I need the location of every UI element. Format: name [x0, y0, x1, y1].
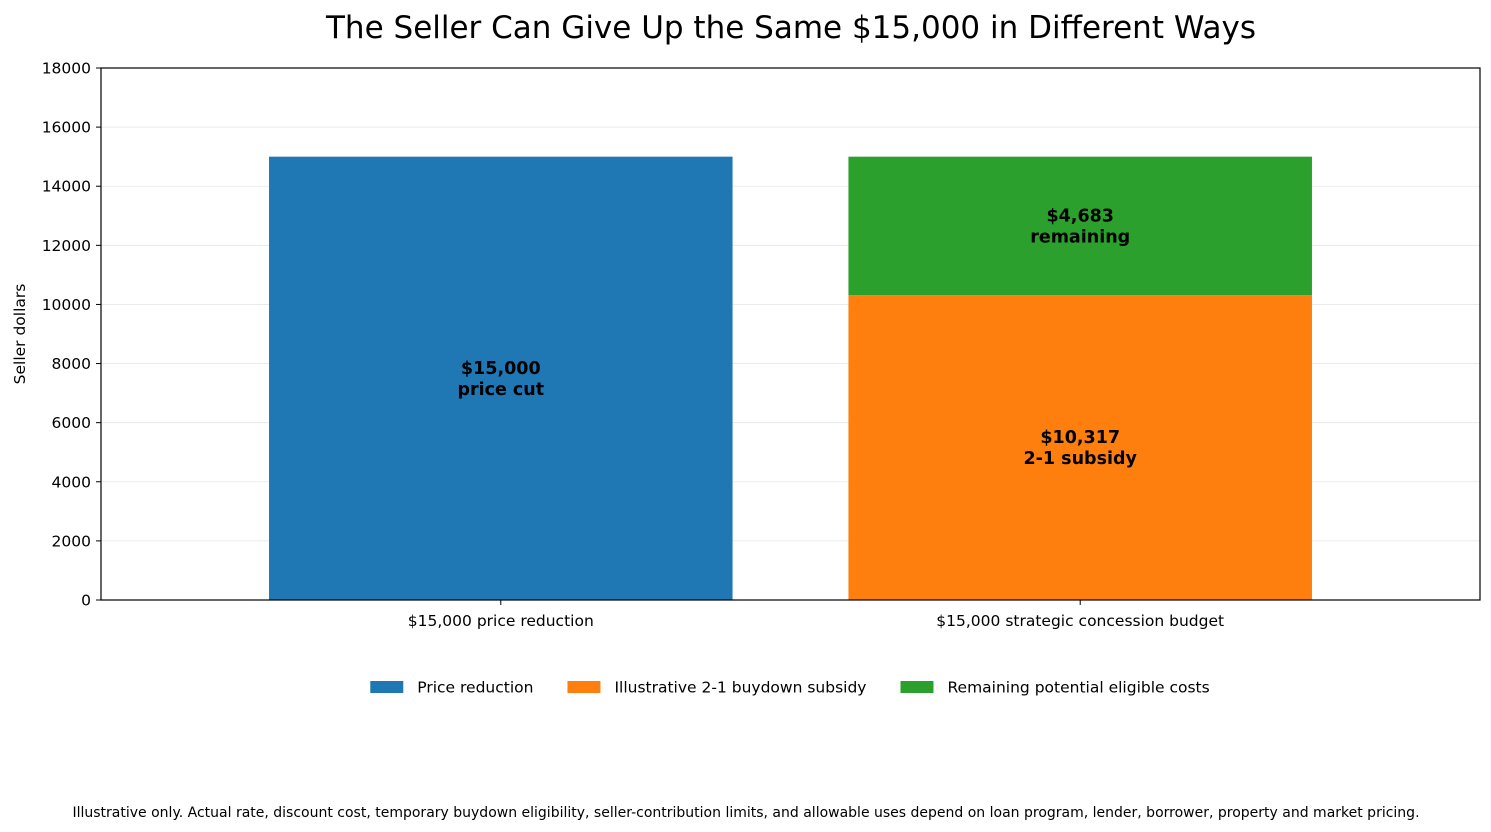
bar-value-label: $15,000 price cut [457, 359, 544, 400]
y-tick-label: 16000 [42, 119, 91, 137]
y-tick-label: 2000 [52, 532, 91, 550]
y-tick-label: 14000 [42, 178, 91, 196]
legend-label: Remaining potential eligible costs [947, 679, 1209, 697]
legend-swatch [370, 681, 404, 693]
legend-swatch [567, 681, 601, 693]
legend-item: Remaining potential eligible costs [900, 679, 1210, 697]
y-tick-label: 18000 [42, 60, 91, 78]
y-tick-label: 4000 [52, 473, 91, 491]
bars [269, 156, 1312, 600]
y-axis-label: Seller dollars [11, 284, 29, 385]
y-tick-label: 6000 [52, 414, 91, 432]
chart-title: The Seller Can Give Up the Same $15,000 … [325, 10, 1256, 46]
x-tick-label: $15,000 price reduction [408, 612, 594, 630]
x-axis-ticks: $15,000 price reduction $15,000 strategic… [408, 600, 1224, 630]
legend-label: Illustrative 2-1 buydown subsidy [614, 679, 866, 697]
legend-swatch [900, 681, 934, 693]
footnote: Illustrative only. Actual rate, discount… [72, 805, 1419, 821]
bar-segment [848, 295, 1312, 600]
y-tick-label: 8000 [52, 355, 91, 373]
bar-segment [848, 156, 1312, 296]
bar-value-label: $4,683 remaining [1030, 206, 1130, 247]
bar-segment [269, 156, 733, 600]
plot-area-frame [100, 67, 1481, 601]
legend-label: Price reduction [417, 679, 533, 697]
x-tick-label: $15,000 strategic concession budget [936, 612, 1224, 630]
bar-value-label: $10,317 2-1 subsidy [1023, 428, 1137, 469]
y-tick-label: 10000 [42, 296, 91, 314]
y-axis-ticks: 0 2000 4000 6000 8000 10000 12000 14000 16000 180… [42, 60, 101, 610]
y-tick-label: 0 [81, 592, 91, 610]
bar-labels: $15,000 price cut $10,317 2-1 subsidy $4,683… [457, 206, 1137, 469]
y-tick-label: 12000 [42, 237, 91, 255]
legend: Price reduction Illustrative 2-1 buydown … [370, 679, 1210, 697]
legend-item: Illustrative 2-1 buydown subsidy [567, 679, 866, 697]
legend-item: Price reduction [370, 679, 533, 697]
